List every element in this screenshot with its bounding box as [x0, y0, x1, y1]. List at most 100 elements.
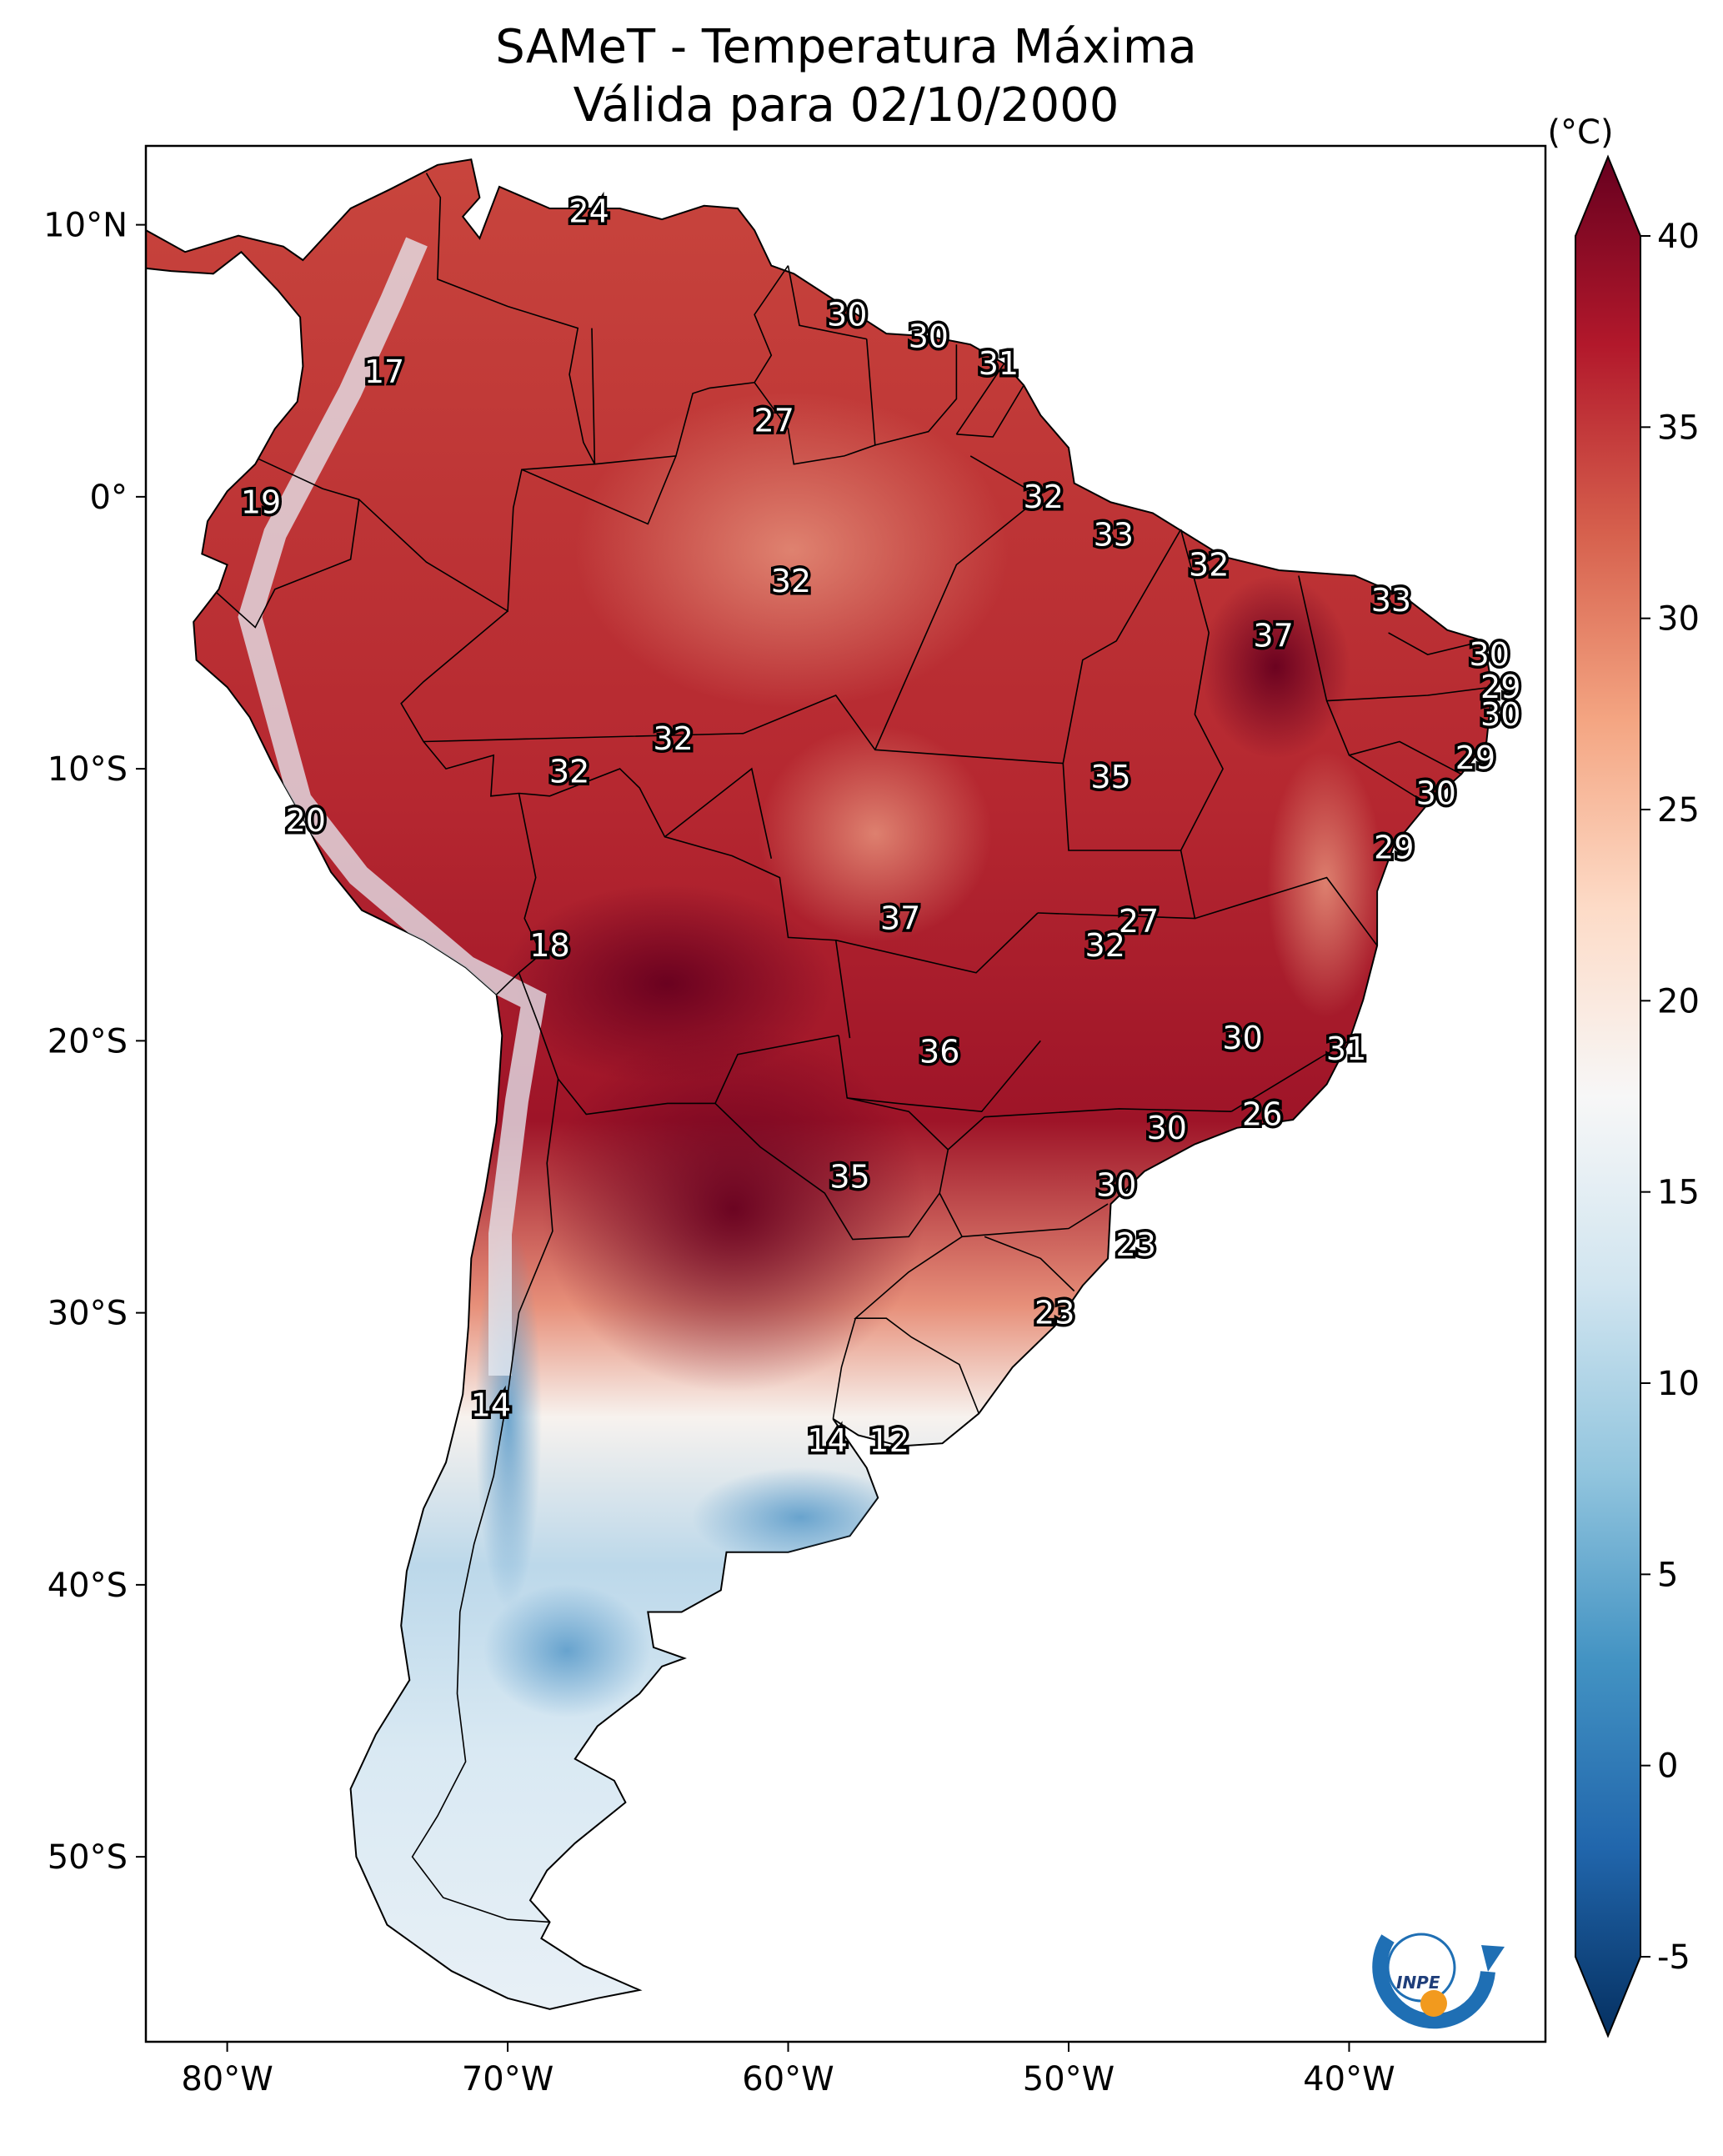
border-line	[962, 1203, 1109, 1238]
temperature-label: 23	[1116, 1226, 1156, 1263]
map-frame	[144, 144, 1547, 2043]
temperature-label: 33	[1094, 517, 1134, 554]
hot-core-piaui	[1200, 575, 1350, 759]
border-line	[1230, 1040, 1350, 1112]
temperature-label: 30	[909, 318, 949, 354]
colorbar-tick-label: 25	[1657, 791, 1700, 830]
colorbar-tick-label: -5	[1657, 1938, 1690, 1977]
inpe-logo-text: INPE	[1396, 1973, 1440, 1993]
temperature-label: 30	[827, 296, 867, 333]
south-america-land	[145, 158, 1494, 2010]
colorbar-tick-label: 0	[1657, 1747, 1678, 1786]
border-line	[847, 1040, 1041, 1113]
hot-core-chaco	[542, 1025, 925, 1392]
border-line	[1195, 876, 1378, 946]
border-line	[1388, 632, 1485, 655]
border-line	[1062, 529, 1182, 764]
temperature-label: 37	[1253, 617, 1293, 654]
hot-core-mato-grosso	[500, 884, 834, 1084]
border-line	[1349, 740, 1462, 775]
colorbar-tick-label: 20	[1657, 982, 1700, 1020]
border-line	[425, 173, 596, 465]
title-line-2: Válida para 02/10/2000	[573, 78, 1119, 133]
longitude-axis: 80°W 70°W 60°W 50°W 40°W	[181, 2042, 1395, 2098]
border-line	[423, 694, 1064, 765]
temperature-label: 36	[919, 1033, 959, 1070]
border-line	[874, 455, 1042, 750]
temperature-label: 30	[1480, 696, 1520, 733]
border-line	[832, 1317, 857, 1420]
temperature-label: 32	[1085, 927, 1125, 964]
temperature-label: 24	[568, 193, 609, 229]
colorbar-tick-label: 30	[1657, 600, 1700, 639]
temperature-label: 30	[1470, 636, 1510, 673]
lon-tick-label: 50°W	[1023, 2060, 1114, 2098]
temperature-label: 35	[829, 1159, 869, 1196]
colorbar-tick-label: 35	[1657, 409, 1700, 447]
colorbar-ticks: 40 35 30 25 20 15 10 5 0 -5	[1640, 218, 1700, 1977]
cool-patagonia	[483, 1584, 650, 1717]
lat-tick-label: 20°S	[48, 1022, 128, 1060]
temperature-label: 29	[1480, 669, 1520, 705]
colorbar: (°C) 40 35 30 25 20 15 10 5 0 -5	[1547, 113, 1700, 2038]
temperature-label: 32	[653, 720, 693, 757]
border-line	[591, 265, 789, 465]
border-line	[411, 1078, 559, 1923]
inpe-logo: INPE	[1372, 1933, 1505, 2029]
border-line	[947, 1108, 1232, 1151]
border-line	[714, 1035, 949, 1241]
title-line-1: SAMeT - Temperatura Máxima	[495, 20, 1197, 74]
border-line	[521, 455, 677, 525]
lat-tick-label: 30°S	[48, 1295, 128, 1333]
border-line	[956, 384, 1024, 438]
temperature-label: 18	[529, 927, 569, 964]
colorbar-tick-label: 10	[1657, 1365, 1700, 1403]
colorbar-tick-label: 5	[1657, 1556, 1678, 1594]
lat-tick-label: 40°S	[48, 1567, 128, 1605]
warm-region-northeast	[1267, 750, 1384, 1017]
lat-tick-label: 10°S	[48, 750, 128, 789]
temperature-label: 33	[1371, 582, 1411, 619]
border-line	[984, 1236, 1075, 1292]
temperature-label: 23	[1034, 1295, 1074, 1331]
warm-region-central	[759, 725, 992, 942]
lat-tick-label: 10°N	[43, 207, 128, 245]
temperature-label: 14	[471, 1387, 511, 1424]
border-line	[874, 344, 958, 446]
temperature-label: 14	[807, 1422, 847, 1459]
temperature-label: 31	[1326, 1030, 1366, 1067]
temperature-label: 27	[1119, 903, 1159, 940]
temperature-label: 27	[754, 403, 794, 439]
temperature-label: 30	[1416, 775, 1456, 812]
border-line	[754, 338, 876, 465]
andes-cool-strip	[238, 237, 547, 1376]
lat-tick-label: 0°	[90, 479, 128, 517]
temperature-label: 32	[1024, 479, 1064, 515]
border-line	[787, 265, 867, 340]
temperature-label: 12	[869, 1422, 909, 1459]
border-line	[518, 768, 851, 1039]
temperature-label: 35	[1090, 759, 1130, 795]
border-line	[1180, 529, 1225, 851]
cool-pampas	[692, 1467, 909, 1567]
border-line	[664, 767, 773, 859]
colorbar-scale	[1575, 154, 1641, 2038]
border-line	[1298, 575, 1429, 805]
border-line	[835, 912, 1039, 974]
temperature-label: 29	[1374, 830, 1414, 866]
temperature-label: 32	[1189, 546, 1229, 583]
warm-region-amazon	[575, 392, 1009, 709]
border-line	[955, 363, 1005, 435]
latitude-axis: 10°N 0° 10°S 20°S 30°S 40°S 50°S	[43, 207, 146, 1877]
lon-tick-label: 80°W	[181, 2060, 273, 2098]
border-line	[854, 1192, 980, 1414]
temperature-label: 32	[771, 563, 811, 599]
temperature-label: 20	[286, 802, 326, 839]
map-title: SAMeT - Temperatura Máxima Válida para 0…	[146, 18, 1546, 135]
border-line	[518, 793, 839, 1116]
temperature-label: 17	[364, 353, 404, 390]
lon-tick-label: 60°W	[742, 2060, 834, 2098]
colorbar-unit: (°C)	[1547, 113, 1613, 152]
